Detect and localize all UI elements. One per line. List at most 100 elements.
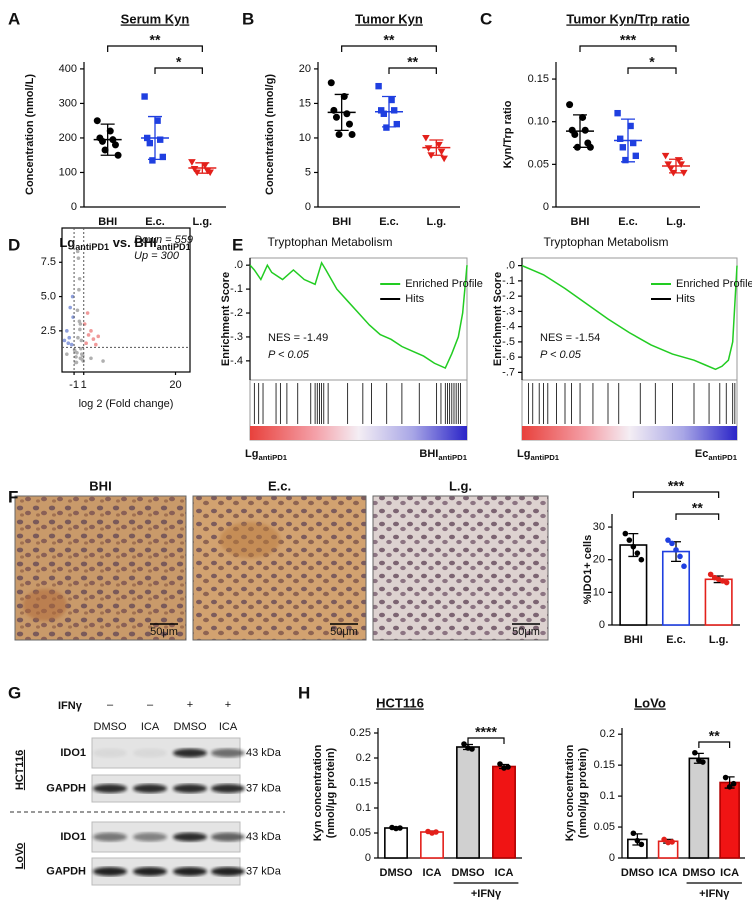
significance-label: ** [150, 32, 161, 48]
data-point [84, 341, 88, 346]
error-bar [100, 123, 115, 156]
rank-colorbar [250, 426, 467, 440]
data-point [114, 151, 122, 159]
annotation: P < 0.05 [540, 349, 582, 361]
significance-label: * [176, 54, 182, 70]
data-point [91, 337, 96, 341]
scale-bar-label: 50μm [150, 626, 178, 638]
data-point [94, 342, 98, 347]
y-axis-label: Kyn concentration [564, 744, 576, 841]
y-tick-label: 100 [59, 166, 77, 178]
treatment-sign: – [107, 699, 114, 711]
significance-bracket [467, 737, 505, 744]
y-tick-label: 0.10 [528, 116, 549, 128]
y-tick-label: 5 [305, 166, 311, 178]
data-point [726, 784, 733, 790]
legend-label: Enriched Profile [405, 278, 483, 290]
data-point [723, 579, 730, 586]
significance-bracket [107, 45, 203, 52]
y-tick-label: 0 [609, 852, 615, 864]
data-point [497, 761, 503, 767]
bar [456, 746, 480, 859]
group-label: +IFNγ [471, 888, 502, 900]
data-point [579, 113, 587, 121]
data-point [665, 537, 671, 543]
data-point [348, 131, 356, 138]
data-point [77, 319, 82, 324]
x-tick-label: L.g. [666, 216, 686, 228]
blot-band [211, 748, 245, 758]
rank-label: LgantiPD1 [245, 448, 288, 462]
significance-label: ** [384, 32, 395, 48]
band-size: 37 kDa [246, 865, 282, 877]
y-axis-label: Concentration (nmol/g) [264, 74, 276, 195]
data-point [677, 553, 683, 560]
y-tick-label: 0.2 [600, 728, 615, 740]
text-part: Lg [517, 448, 530, 460]
blot-band [211, 867, 245, 876]
data-point [86, 333, 91, 337]
data-point [571, 131, 579, 138]
protein-label: GAPDH [46, 782, 86, 794]
y-tick-label: -.3 [230, 331, 243, 343]
significance-bracket [627, 67, 677, 74]
x-tick-label: DMSO [682, 867, 715, 879]
treatment-sign: – [147, 699, 154, 711]
data-point [335, 131, 343, 138]
y-tick-label: 0 [543, 201, 549, 213]
y-tick-label: 0 [365, 852, 371, 864]
panel-letter: B [242, 9, 254, 28]
data-point [661, 836, 667, 843]
data-point [627, 122, 634, 130]
treatment-sign: + [187, 699, 193, 711]
data-point [111, 141, 119, 149]
annotation: NES = -1.54 [540, 332, 600, 344]
data-point [70, 294, 75, 299]
data-point [78, 327, 82, 332]
y-tick-label: -.3 [502, 305, 515, 317]
blot-band [133, 867, 167, 876]
y-tick-label: -.2 [230, 307, 243, 319]
x-tick-label: 20 [169, 379, 181, 391]
data-point [638, 556, 645, 563]
blot-band [93, 748, 127, 758]
blot-band [133, 748, 167, 758]
y-tick-label: -.1 [502, 275, 515, 287]
blot-band [93, 867, 127, 876]
data-point [141, 93, 148, 100]
y-tick-label: -.4 [230, 355, 243, 367]
data-point [617, 135, 624, 142]
y-axis-label: Kyn concentration [312, 744, 324, 841]
x-tick-label: L.g. [427, 216, 447, 228]
y-tick-label: -.2 [502, 290, 515, 302]
y-tick-label: 0.15 [528, 73, 549, 85]
text-part: vs. BHI [109, 235, 157, 250]
error-bar [382, 95, 396, 128]
rank-label: EcantiPD1 [695, 448, 738, 462]
data-point [383, 124, 390, 131]
error-bar [429, 139, 444, 156]
significance-label: * [649, 54, 655, 70]
data-point [614, 109, 621, 117]
y-tick-label: 0.15 [350, 777, 371, 789]
text-part: Lg [245, 448, 258, 460]
data-point [188, 159, 196, 166]
significance-bracket [579, 45, 677, 52]
data-point [669, 839, 675, 845]
text-part: Lg [59, 235, 75, 250]
data-point [669, 540, 675, 547]
x-tick-label: DMSO [380, 867, 413, 879]
y-tick-label: 0.05 [594, 821, 615, 833]
blot-band [173, 867, 207, 876]
data-point [75, 249, 80, 254]
x-tick-label: L.g. [193, 216, 213, 228]
y-tick-label: 0.1 [600, 790, 615, 802]
data-point [630, 543, 637, 550]
data-point [664, 161, 672, 168]
data-point [391, 107, 398, 114]
y-tick-label: 0.05 [350, 827, 371, 839]
image-label: L.g. [449, 478, 472, 493]
x-tick-label: ICA [659, 867, 678, 879]
data-point [62, 338, 67, 343]
